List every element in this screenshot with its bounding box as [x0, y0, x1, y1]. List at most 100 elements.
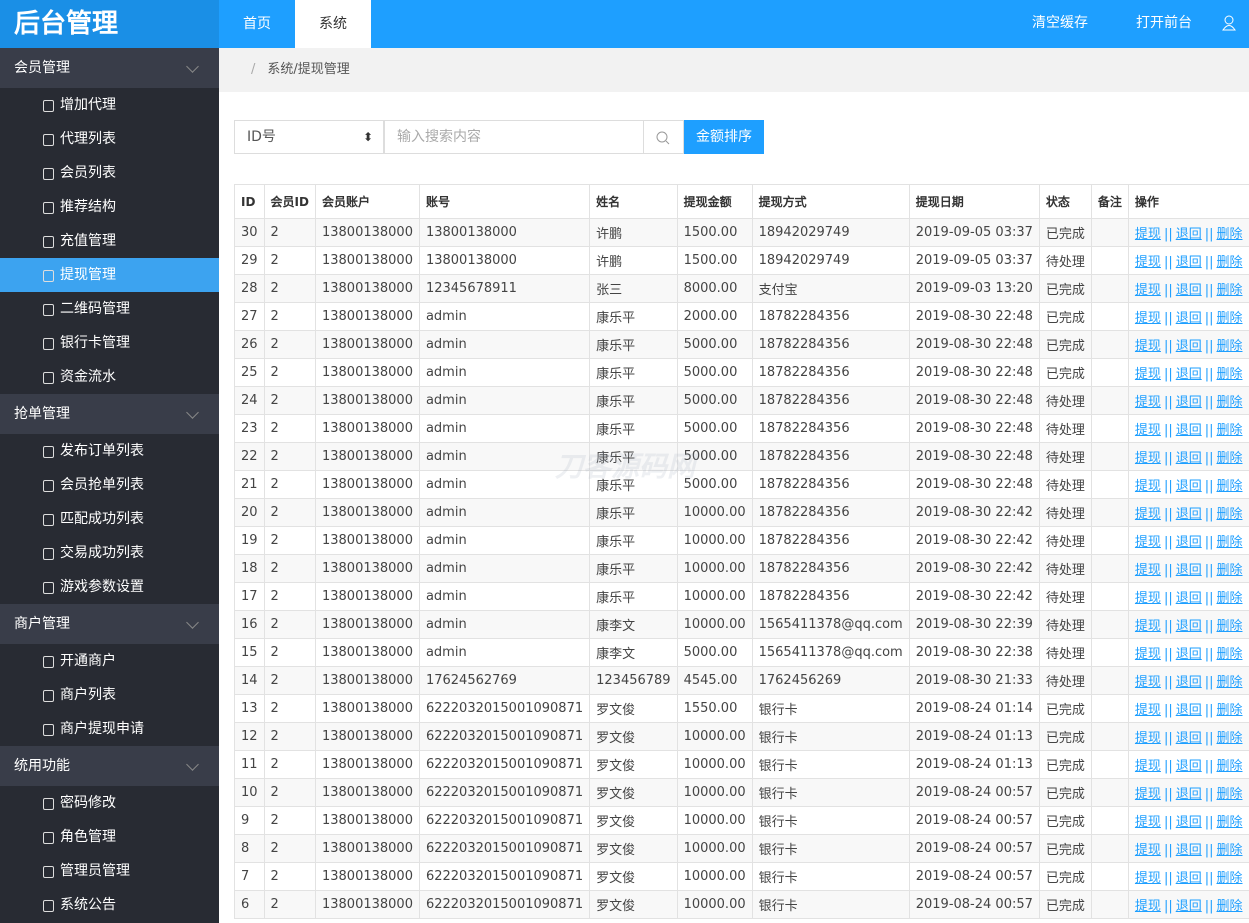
action-link[interactable]: 退回: [1175, 871, 1202, 886]
action-link[interactable]: 提现: [1134, 675, 1161, 690]
header-action[interactable]: 打开前台: [1136, 15, 1192, 31]
action-link[interactable]: 删除: [1216, 423, 1243, 438]
menu-item[interactable]: 开通商户: [0, 644, 219, 678]
action-link[interactable]: 提现: [1134, 759, 1161, 774]
menu-item[interactable]: 会员列表: [0, 156, 219, 190]
action-link[interactable]: 删除: [1216, 731, 1243, 746]
action-link[interactable]: 删除: [1216, 843, 1243, 858]
action-link[interactable]: 删除: [1216, 759, 1243, 774]
action-link[interactable]: 删除: [1216, 675, 1243, 690]
action-link[interactable]: 提现: [1134, 283, 1161, 298]
action-link[interactable]: 删除: [1216, 367, 1243, 382]
action-link[interactable]: 提现: [1134, 423, 1161, 438]
menu-item[interactable]: 商户列表: [0, 678, 219, 712]
menu-group[interactable]: 会员管理: [0, 48, 219, 88]
menu-item[interactable]: 充值管理: [0, 224, 219, 258]
action-link[interactable]: 提现: [1134, 787, 1161, 802]
action-link[interactable]: 删除: [1216, 787, 1243, 802]
user-icon[interactable]: [1222, 15, 1236, 31]
action-link[interactable]: 删除: [1216, 647, 1243, 662]
menu-item[interactable]: 推荐结构: [0, 190, 219, 224]
menu-item[interactable]: 匹配成功列表: [0, 502, 219, 536]
menu-item[interactable]: 银行卡管理: [0, 326, 219, 360]
menu-item[interactable]: 增加代理: [0, 88, 219, 122]
action-link[interactable]: 删除: [1216, 451, 1243, 466]
action-link[interactable]: 退回: [1175, 759, 1202, 774]
action-link[interactable]: 提现: [1134, 227, 1161, 242]
action-link[interactable]: 退回: [1175, 423, 1202, 438]
action-link[interactable]: 退回: [1175, 311, 1202, 326]
action-link[interactable]: 删除: [1216, 563, 1243, 578]
action-link[interactable]: 删除: [1216, 619, 1243, 634]
nav-tab[interactable]: 首页: [243, 16, 271, 32]
action-link[interactable]: 退回: [1175, 479, 1202, 494]
action-link[interactable]: 提现: [1134, 367, 1161, 382]
action-link[interactable]: 退回: [1175, 899, 1202, 914]
action-link[interactable]: 删除: [1216, 255, 1243, 270]
action-link[interactable]: 删除: [1216, 871, 1243, 886]
action-link[interactable]: 退回: [1175, 563, 1202, 578]
action-link[interactable]: 提现: [1134, 339, 1161, 354]
action-link[interactable]: 退回: [1175, 703, 1202, 718]
action-link[interactable]: 删除: [1216, 815, 1243, 830]
action-link[interactable]: 退回: [1175, 255, 1202, 270]
action-link[interactable]: 退回: [1175, 227, 1202, 242]
menu-item[interactable]: 会员抢单列表: [0, 468, 219, 502]
action-link[interactable]: 退回: [1175, 647, 1202, 662]
action-link[interactable]: 删除: [1216, 703, 1243, 718]
action-link[interactable]: 退回: [1175, 675, 1202, 690]
action-link[interactable]: 提现: [1134, 647, 1161, 662]
sort-button[interactable]: 金额排序: [684, 120, 764, 154]
menu-item[interactable]: 提现管理: [0, 258, 219, 292]
menu-item[interactable]: 管理员管理: [0, 854, 219, 888]
action-link[interactable]: 退回: [1175, 731, 1202, 746]
menu-item[interactable]: 发布订单列表: [0, 434, 219, 468]
action-link[interactable]: 提现: [1134, 703, 1161, 718]
action-link[interactable]: 退回: [1175, 535, 1202, 550]
action-link[interactable]: 退回: [1175, 591, 1202, 606]
action-link[interactable]: 退回: [1175, 815, 1202, 830]
action-link[interactable]: 删除: [1216, 283, 1243, 298]
action-link[interactable]: 退回: [1175, 843, 1202, 858]
action-link[interactable]: 提现: [1134, 871, 1161, 886]
action-link[interactable]: 退回: [1175, 283, 1202, 298]
action-link[interactable]: 退回: [1175, 619, 1202, 634]
menu-item[interactable]: 游戏参数设置: [0, 570, 219, 604]
action-link[interactable]: 提现: [1134, 619, 1161, 634]
action-link[interactable]: 提现: [1134, 899, 1161, 914]
menu-group[interactable]: 商户管理: [0, 604, 219, 644]
action-link[interactable]: 提现: [1134, 311, 1161, 326]
action-link[interactable]: 提现: [1134, 815, 1161, 830]
action-link[interactable]: 提现: [1134, 507, 1161, 522]
menu-item[interactable]: 系统公告: [0, 888, 219, 922]
action-link[interactable]: 删除: [1216, 395, 1243, 410]
action-link[interactable]: 删除: [1216, 535, 1243, 550]
header-action[interactable]: 清空缓存: [1032, 15, 1088, 31]
action-link[interactable]: 退回: [1175, 451, 1202, 466]
action-link[interactable]: 提现: [1134, 843, 1161, 858]
action-link[interactable]: 删除: [1216, 899, 1243, 914]
action-link[interactable]: 删除: [1216, 507, 1243, 522]
action-link[interactable]: 退回: [1175, 367, 1202, 382]
nav-tab[interactable]: 系统: [295, 0, 371, 48]
action-link[interactable]: 删除: [1216, 591, 1243, 606]
menu-item[interactable]: 二维码管理: [0, 292, 219, 326]
menu-item[interactable]: 角色管理: [0, 820, 219, 854]
action-link[interactable]: 提现: [1134, 255, 1161, 270]
menu-item[interactable]: 资金流水: [0, 360, 219, 394]
action-link[interactable]: 删除: [1216, 227, 1243, 242]
action-link[interactable]: 退回: [1175, 339, 1202, 354]
action-link[interactable]: 删除: [1216, 311, 1243, 326]
menu-item[interactable]: 密码修改: [0, 786, 219, 820]
menu-group[interactable]: 抢单管理: [0, 394, 219, 434]
action-link[interactable]: 提现: [1134, 395, 1161, 410]
search-select[interactable]: ID号: [234, 120, 384, 154]
action-link[interactable]: 提现: [1134, 731, 1161, 746]
action-link[interactable]: 提现: [1134, 535, 1161, 550]
search-icon[interactable]: [644, 120, 684, 154]
menu-item[interactable]: 商户提现申请: [0, 712, 219, 746]
action-link[interactable]: 退回: [1175, 395, 1202, 410]
action-link[interactable]: 退回: [1175, 507, 1202, 522]
action-link[interactable]: 提现: [1134, 591, 1161, 606]
action-link[interactable]: 删除: [1216, 339, 1243, 354]
